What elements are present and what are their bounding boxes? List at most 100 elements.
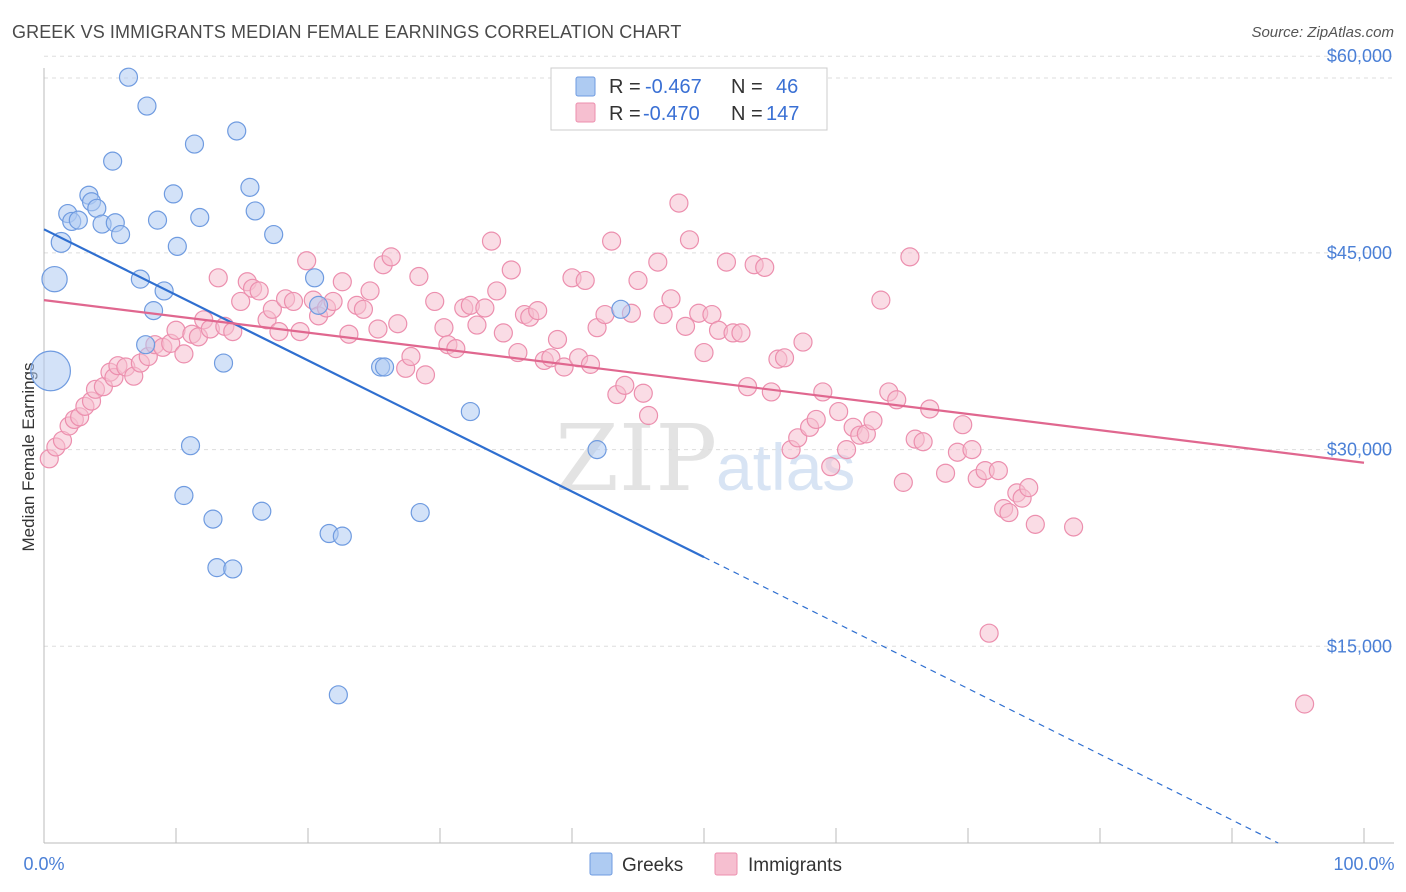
greeks-point-36 (308, 295, 329, 315)
immigrants-point-49 (368, 319, 388, 339)
immigrants-point-139 (999, 502, 1019, 523)
y-tick-label-15000: $15,000 (1327, 636, 1392, 656)
gridlines (44, 55, 1394, 647)
immigrants-point-68 (501, 260, 521, 280)
greeks-point-22 (174, 485, 194, 506)
immigrants-point-100 (716, 252, 737, 272)
immigrants-point-83 (601, 231, 622, 251)
immigrants-point-72 (528, 301, 548, 321)
greeks-point-27 (207, 558, 227, 578)
immigrants-point-63 (467, 315, 487, 335)
immigrants-point-93 (669, 193, 689, 213)
series-legend: Greeks Immigrants (589, 852, 842, 876)
immigrants-point-144 (1063, 517, 1084, 537)
y-axis-tick-labels: $15,000 $30,000 $45,000 $60,000 (1327, 46, 1392, 656)
immigrants-point-29 (231, 291, 251, 312)
greeks-point-17 (143, 301, 164, 321)
immigrants-point-90 (648, 252, 668, 272)
immigrants-point-95 (679, 230, 700, 250)
legend-n-value-greeks: 46 (776, 76, 798, 98)
immigrants-point-76 (554, 357, 574, 377)
immigrants-point-91 (653, 304, 673, 325)
greeks-point-35 (305, 268, 325, 288)
y-tick-label-60000: $60,000 (1327, 46, 1392, 66)
greeks-point-38 (332, 526, 352, 546)
watermark-zip: ZIP (555, 405, 717, 512)
immigrants-point-47 (353, 299, 374, 319)
greeks-point-0 (30, 350, 71, 392)
immigrants-point-52 (388, 314, 408, 334)
legend-box (550, 67, 828, 131)
greeks-point-16 (137, 96, 157, 116)
immigrants-point-56 (415, 365, 436, 385)
immigrants-point-26 (208, 268, 228, 288)
greeks-point-39 (328, 685, 348, 705)
greeks-point-24 (184, 134, 205, 154)
immigrants-point-114 (813, 382, 833, 402)
immigrants-point-121 (863, 411, 883, 431)
immigrants-point-130 (935, 463, 956, 483)
greeks-point-33 (252, 501, 272, 521)
greeks-point-29 (223, 559, 243, 579)
legend-n-label-immigrants: N = (731, 103, 763, 125)
immigrants-point-111 (793, 332, 813, 352)
immigrants-point-92 (661, 289, 681, 309)
immigrants-point-34 (262, 299, 282, 319)
greeks-point-28 (213, 353, 234, 373)
greeks-point-34 (264, 224, 284, 245)
greeks-trend-extension (703, 556, 1279, 844)
immigrants-point-85 (615, 375, 635, 395)
y-tick-label-45000: $45,000 (1327, 243, 1392, 263)
immigrants-point-122 (871, 290, 891, 310)
x-tick-label-min: 0.0% (23, 854, 64, 874)
immigrants-point-35 (269, 321, 289, 342)
immigrants-point-143 (1025, 514, 1045, 534)
correlation-legend: R = -0.467 N = 46 R = -0.470 N = 147 (550, 67, 828, 131)
immigrants-point-89 (638, 405, 659, 426)
greeks-point-42 (410, 502, 430, 523)
legend-r-label-immigrants: R = (609, 103, 641, 125)
immigrants-point-67 (493, 323, 513, 343)
greeks-point-20 (163, 184, 183, 204)
greeks-point-30 (227, 121, 247, 141)
immigrants-point-102 (731, 323, 751, 343)
immigrants-point-65 (481, 231, 502, 251)
immigrants-point-64 (475, 298, 495, 318)
immigrants-trend-line (43, 299, 1365, 464)
legend-swatch-immigrants (575, 102, 596, 123)
greeks-point-45 (611, 299, 631, 319)
trend-lines (43, 228, 1365, 844)
legend-r-label-greeks: R = (609, 76, 641, 98)
immigrants-point-37 (283, 291, 304, 312)
immigrants-point-32 (249, 281, 269, 301)
bottom-legend-label-greeks: Greeks (622, 855, 683, 876)
immigrants-point-137 (988, 460, 1008, 481)
greeks-point-10 (103, 151, 123, 171)
greeks-point-26 (203, 509, 223, 529)
immigrants-point-116 (829, 401, 849, 422)
greeks-trend-line (43, 228, 705, 559)
immigrants-point-94 (675, 316, 696, 336)
immigrants-points (39, 193, 1315, 714)
immigrants-point-51 (381, 247, 401, 267)
immigrants-point-57 (425, 291, 445, 312)
immigrants-point-75 (547, 329, 568, 350)
immigrants-point-60 (446, 339, 466, 359)
immigrants-point-106 (761, 382, 781, 402)
greeks-point-44 (587, 440, 607, 460)
greeks-points (30, 67, 631, 705)
immigrants-point-115 (821, 457, 841, 477)
legend-r-value-immigrants: -0.470 (643, 103, 700, 125)
greeks-point-18 (147, 210, 168, 230)
bottom-legend-swatch-immigrants (714, 852, 738, 876)
immigrants-point-105 (755, 257, 775, 277)
legend-swatch-greeks (575, 76, 596, 97)
immigrants-point-128 (913, 432, 933, 452)
immigrants-point-55 (409, 266, 429, 287)
x-tick-label-max: 100.0% (1333, 854, 1394, 874)
immigrants-point-108 (774, 348, 795, 368)
immigrants-point-79 (575, 270, 595, 291)
greeks-point-43 (460, 401, 480, 422)
immigrants-point-136 (979, 623, 999, 643)
x-axis-ticks (43, 828, 1365, 843)
